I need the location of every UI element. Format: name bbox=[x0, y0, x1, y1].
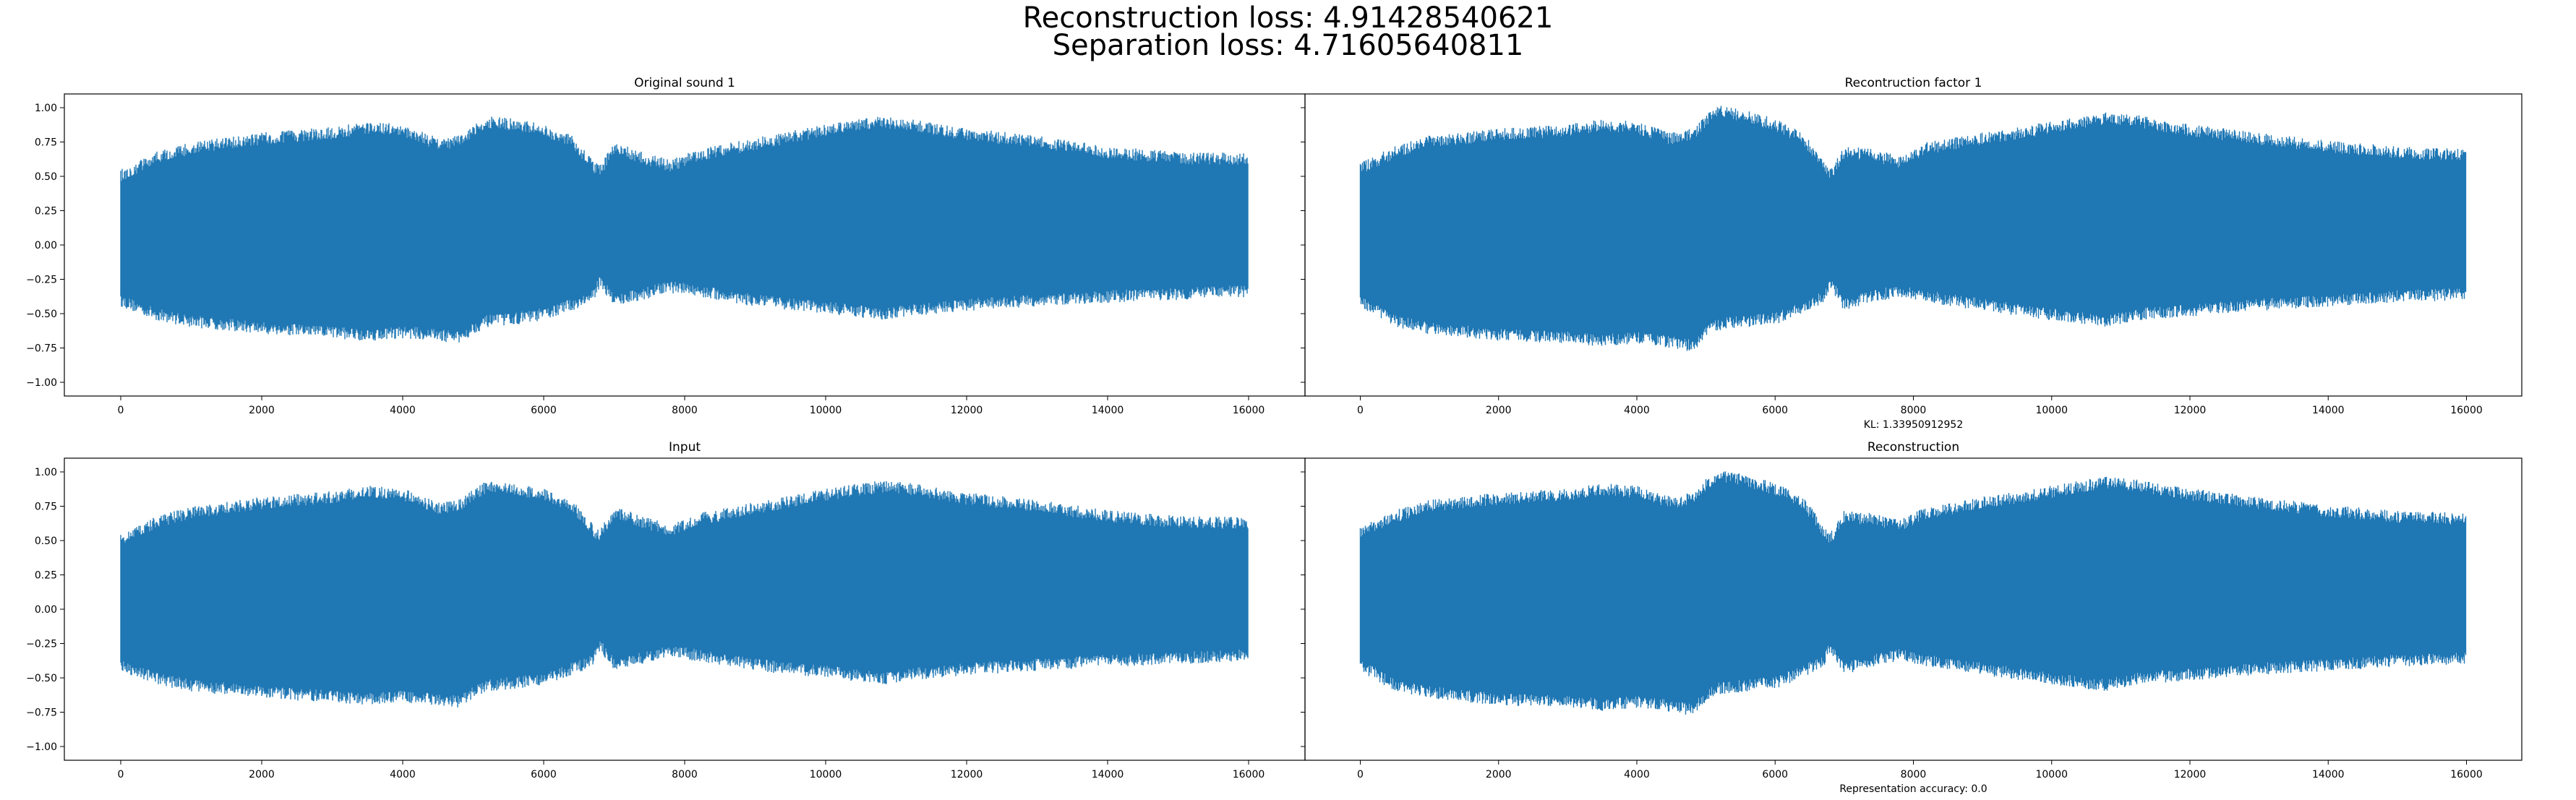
chart-2-ytick-label-0-25: −0.25 bbox=[26, 639, 57, 650]
chart-1-title: Recontruction factor 1 bbox=[1845, 76, 1982, 90]
chart-1-xtick-label-2000: 2000 bbox=[1486, 405, 1512, 416]
chart-2-ytick-label-1-00: 1.00 bbox=[35, 467, 57, 478]
subplot-reconstruction: 0 2000 4000 6000 8000 10000 12000 14000 16000 Rec… bbox=[1301, 440, 2522, 795]
suptitle-line-2: Separation loss: 4.71605640811 bbox=[1053, 29, 1524, 62]
chart-2-ytick-label-0-75: 0.75 bbox=[35, 502, 57, 513]
chart-0-ytick-label-1-00: 1.00 bbox=[35, 103, 57, 114]
suptitle-line-1: Reconstruction loss: 4.91428540621 bbox=[1023, 1, 1554, 35]
chart-1-waveform-line bbox=[1359, 106, 2467, 351]
chart-2-xtick-label-14000: 14000 bbox=[1092, 769, 1124, 780]
chart-0-ytick-label-0-25: 0.25 bbox=[35, 206, 57, 218]
chart-0-ytick-label-0-75: −0.75 bbox=[26, 343, 57, 355]
chart-3-xlabel: Representation accuracy: 0.0 bbox=[1839, 783, 1987, 795]
chart-3-xtick-label-6000: 6000 bbox=[1762, 769, 1788, 780]
chart-2-ytick-label-0-00: 0.00 bbox=[35, 604, 57, 616]
chart-3-xtick-label-12000: 12000 bbox=[2174, 769, 2207, 780]
chart-1-xtick-label-0: 0 bbox=[1357, 405, 1364, 416]
chart-0-xtick-label-16000: 16000 bbox=[1233, 405, 1265, 416]
chart-2-ytick-label-0-50: −0.50 bbox=[26, 673, 57, 684]
chart-1-xtick-label-8000: 8000 bbox=[1901, 405, 1927, 416]
chart-3-xtick-label-4000: 4000 bbox=[1624, 769, 1650, 780]
chart-2-xtick-label-10000: 10000 bbox=[810, 769, 842, 780]
chart-3-waveform-line bbox=[1359, 471, 2467, 715]
chart-0-xtick-label-14000: 14000 bbox=[1092, 405, 1124, 416]
chart-2-xtick-label-0: 0 bbox=[118, 769, 124, 780]
chart-1-xtick-label-14000: 14000 bbox=[2312, 405, 2345, 416]
chart-0-ytick-label-0-50: −0.50 bbox=[26, 309, 57, 320]
chart-2-xtick-label-6000: 6000 bbox=[531, 769, 557, 780]
chart-1-xlabel: KL: 1.33950912952 bbox=[1864, 419, 1963, 431]
chart-0-xtick-label-4000: 4000 bbox=[390, 405, 416, 416]
chart-1-xtick-label-12000: 12000 bbox=[2174, 405, 2207, 416]
chart-2-ytick-label-0-50: 0.50 bbox=[35, 536, 57, 547]
subplot-input: 0 2000 4000 6000 8000 10000 12000 14000 16000 1.0… bbox=[26, 440, 1306, 780]
subplot-original-sound-1: 0 2000 4000 6000 8000 10000 12000 14000 16000 1.0… bbox=[26, 76, 1306, 416]
chart-0-xtick-label-0: 0 bbox=[118, 405, 124, 416]
chart-0-xtick-label-8000: 8000 bbox=[672, 405, 698, 416]
chart-0-title: Original sound 1 bbox=[634, 76, 735, 90]
chart-3-xtick-label-14000: 14000 bbox=[2312, 769, 2345, 780]
chart-0-xtick-label-12000: 12000 bbox=[951, 405, 983, 416]
chart-0-xtick-label-10000: 10000 bbox=[810, 405, 842, 416]
chart-2-ytick-label-0-25: 0.25 bbox=[35, 570, 57, 582]
chart-0-xtick-label-6000: 6000 bbox=[531, 405, 557, 416]
chart-2-xtick-label-2000: 2000 bbox=[249, 769, 275, 780]
chart-3-xtick-label-16000: 16000 bbox=[2450, 769, 2483, 780]
chart-2-xtick-label-8000: 8000 bbox=[672, 769, 698, 780]
chart-3-title: Reconstruction bbox=[1867, 440, 1959, 455]
chart-0-waveform-line bbox=[120, 116, 1249, 343]
chart-0-ytick-label-0-50: 0.50 bbox=[35, 171, 57, 183]
chart-3-xtick-label-0: 0 bbox=[1357, 769, 1364, 780]
chart-2-xtick-label-12000: 12000 bbox=[951, 769, 983, 780]
chart-0-ytick-label-0-25: −0.25 bbox=[26, 275, 57, 286]
chart-0-ytick-label-0-00: 0.00 bbox=[35, 240, 57, 251]
chart-1-xtick-label-6000: 6000 bbox=[1762, 405, 1788, 416]
chart-2-title: Input bbox=[669, 440, 701, 455]
chart-2-xtick-label-16000: 16000 bbox=[1233, 769, 1265, 780]
chart-2-ytick-label-0-75: −0.75 bbox=[26, 707, 57, 719]
chart-0-xtick-label-2000: 2000 bbox=[249, 405, 275, 416]
chart-2-ytick-label-1-00: −1.00 bbox=[26, 741, 57, 753]
chart-1-xtick-label-16000: 16000 bbox=[2450, 405, 2483, 416]
chart-0-ytick-label-1-00: −1.00 bbox=[26, 377, 57, 389]
chart-3-xtick-label-8000: 8000 bbox=[1901, 769, 1927, 780]
chart-1-xtick-label-4000: 4000 bbox=[1624, 405, 1650, 416]
subplot-reconstruction-factor-1: 0 2000 4000 6000 8000 10000 12000 14000 16000 Rec… bbox=[1301, 76, 2522, 431]
chart-0-ytick-label-0-75: 0.75 bbox=[35, 137, 57, 149]
chart-3-xtick-label-10000: 10000 bbox=[2035, 769, 2068, 780]
chart-2-waveform-line bbox=[120, 481, 1249, 707]
chart-3-xtick-label-2000: 2000 bbox=[1486, 769, 1512, 780]
chart-2-xtick-label-4000: 4000 bbox=[390, 769, 416, 780]
chart-1-xtick-label-10000: 10000 bbox=[2035, 405, 2068, 416]
